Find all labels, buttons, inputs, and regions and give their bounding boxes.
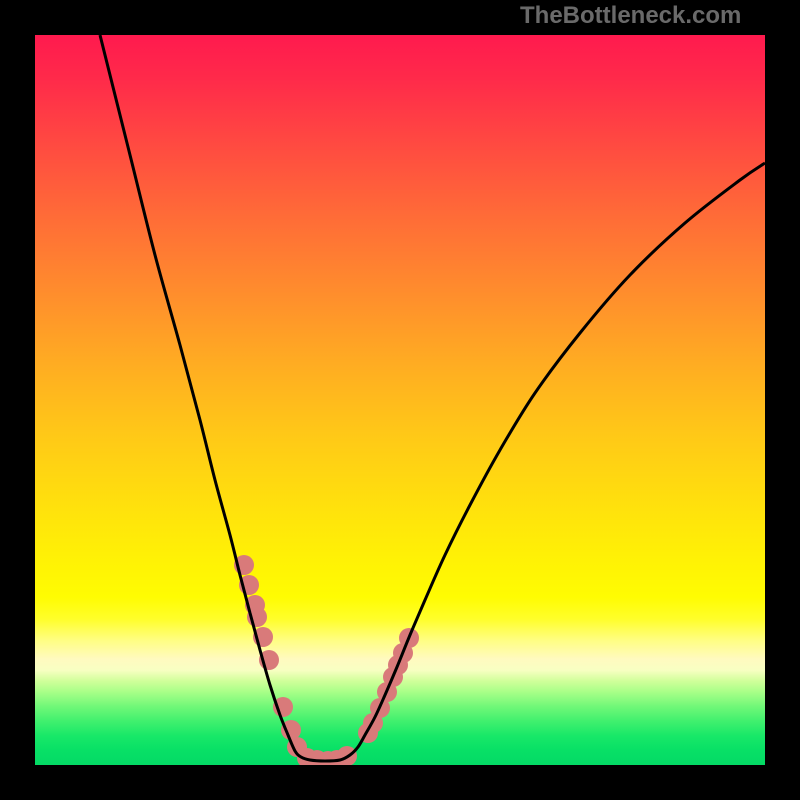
curve-line	[100, 35, 765, 761]
attribution-label: TheBottleneck.com	[520, 2, 741, 30]
chart-container: TheBottleneck.com	[0, 0, 800, 800]
bottleneck-curve	[35, 35, 765, 765]
plot-area	[35, 35, 765, 765]
